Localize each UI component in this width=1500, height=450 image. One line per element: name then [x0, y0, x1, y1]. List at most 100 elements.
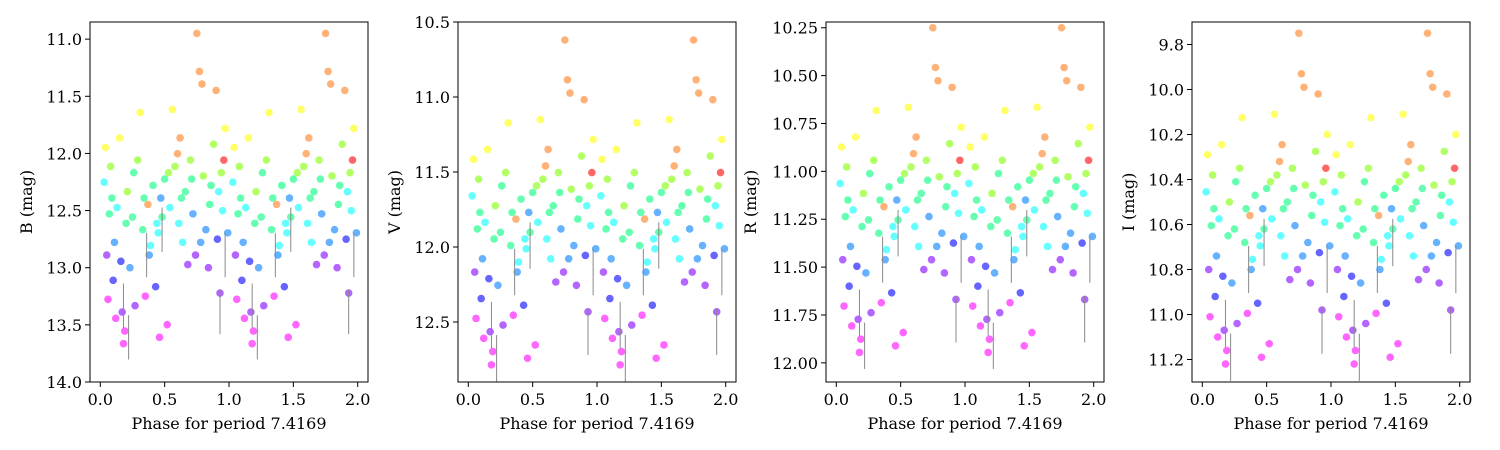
data-point	[1240, 238, 1249, 247]
data-point	[688, 268, 697, 276]
data-point	[1030, 206, 1039, 214]
data-point	[1230, 225, 1239, 233]
data-point	[321, 29, 330, 38]
data-point	[1417, 164, 1425, 173]
data-point	[980, 133, 989, 141]
data-point	[613, 274, 622, 283]
data-point	[887, 288, 896, 297]
data-point	[108, 194, 116, 202]
data-point	[1082, 169, 1090, 178]
data-point	[1323, 130, 1331, 139]
data-point	[144, 200, 152, 209]
data-point	[204, 263, 213, 272]
data-point	[178, 238, 187, 247]
data-point	[591, 245, 600, 253]
data-point	[867, 308, 875, 317]
data-point	[648, 301, 657, 310]
data-point	[221, 124, 229, 133]
data-point	[1069, 269, 1077, 277]
data-point	[1211, 292, 1219, 301]
data-point	[341, 86, 349, 95]
data-point	[104, 295, 112, 304]
data-point	[1376, 265, 1384, 274]
data-point	[270, 292, 278, 300]
data-point	[317, 210, 326, 218]
data-point	[1426, 69, 1434, 78]
data-point	[164, 168, 173, 177]
x-tick-label: 1.0	[216, 390, 241, 409]
data-point	[254, 263, 263, 272]
axes-frame	[825, 21, 1105, 383]
data-points	[100, 29, 361, 360]
data-point	[241, 203, 250, 212]
data-point	[606, 294, 614, 303]
data-point	[239, 238, 247, 247]
data-point	[1070, 202, 1079, 211]
data-point	[1020, 341, 1029, 350]
data-point	[1304, 238, 1312, 247]
x-tick-label: 0.0	[456, 390, 481, 409]
data-point	[230, 143, 238, 152]
data-point	[612, 145, 621, 154]
data-point	[101, 143, 110, 152]
data-point	[1297, 69, 1306, 78]
data-point	[931, 63, 940, 72]
data-point	[645, 195, 654, 203]
data-point	[229, 178, 237, 187]
data-point	[696, 185, 704, 193]
data-point	[950, 189, 959, 198]
y-tick-label: 9.8	[1159, 36, 1184, 55]
data-point	[539, 175, 547, 184]
data-point	[129, 168, 138, 177]
data-point	[307, 238, 316, 247]
data-point	[508, 208, 516, 217]
data-point	[1448, 177, 1456, 186]
data-point	[470, 268, 479, 276]
data-point	[532, 182, 541, 190]
data-point	[1008, 202, 1017, 211]
data-point	[698, 241, 707, 250]
data-point	[720, 245, 729, 253]
x-axis-label: Phase for period 7.4169	[1233, 414, 1428, 433]
data-point	[1278, 140, 1286, 149]
data-point	[533, 218, 542, 227]
data-point	[234, 210, 242, 218]
y-tick-label: 11.0	[46, 30, 82, 49]
data-point	[1343, 215, 1352, 223]
data-point	[859, 189, 868, 198]
data-point	[294, 203, 303, 212]
x-tick-label: 0.5	[152, 390, 177, 409]
data-point	[602, 225, 610, 233]
data-point	[1311, 147, 1320, 156]
data-point	[1352, 231, 1361, 240]
data-point	[599, 268, 608, 276]
data-point	[642, 268, 650, 276]
data-point	[1452, 130, 1460, 139]
data-point	[627, 321, 636, 329]
data-point	[326, 80, 335, 88]
data-point	[932, 242, 941, 251]
data-point	[685, 225, 694, 233]
data-point	[128, 213, 137, 221]
data-point	[514, 258, 523, 266]
data-point	[504, 119, 512, 127]
data-point	[1372, 309, 1380, 318]
data-point	[1370, 204, 1379, 213]
data-point	[990, 269, 999, 277]
data-point	[841, 212, 850, 221]
data-point	[882, 245, 891, 254]
data-point	[660, 341, 668, 349]
data-point	[1086, 123, 1094, 131]
data-point	[115, 134, 124, 142]
data-point	[616, 361, 624, 369]
data-point	[671, 235, 680, 243]
data-point	[506, 241, 515, 250]
data-point	[1288, 164, 1297, 173]
data-point	[1061, 242, 1070, 251]
data-point	[524, 208, 533, 217]
data-point	[1222, 346, 1231, 355]
data-point	[976, 322, 985, 330]
data-point	[1224, 231, 1232, 240]
y-tick-label: 10.50	[772, 67, 818, 86]
